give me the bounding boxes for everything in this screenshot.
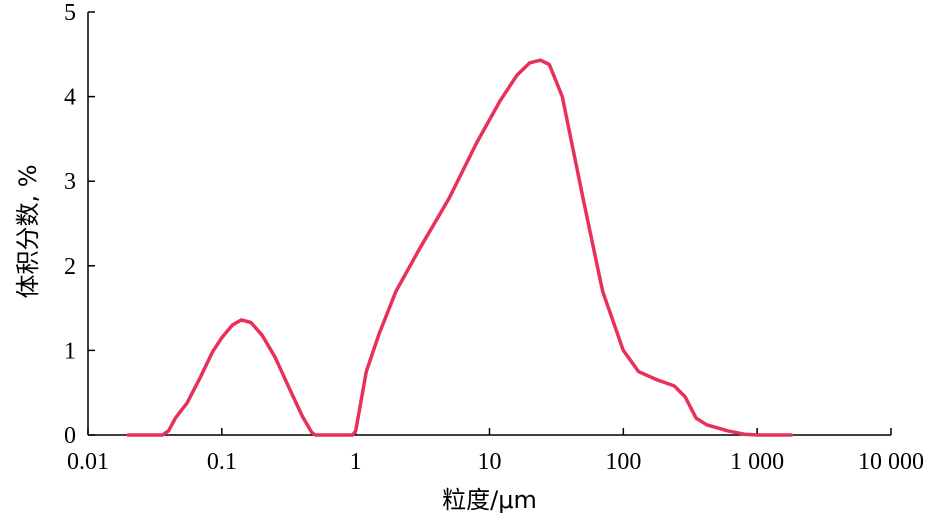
x-tick-label: 10 000	[858, 449, 924, 475]
x-tick-label: 0.01	[67, 449, 109, 475]
x-tick-label: 100	[605, 449, 641, 475]
y-tick-label: 1	[64, 338, 76, 364]
y-tick-label: 0	[64, 423, 76, 449]
y-tick-label: 4	[64, 85, 76, 111]
series-layer	[126, 58, 794, 437]
y-tick-label: 5	[64, 0, 76, 26]
x-tick-label: 10	[478, 449, 502, 475]
y-tick-label: 2	[64, 254, 76, 280]
y-axis-title: 体积分数, %	[14, 164, 42, 298]
x-tick-label: 1	[350, 449, 362, 475]
x-tick-label: 1 000	[730, 449, 784, 475]
y-axis: 0 1 2 3 4 5	[64, 0, 95, 449]
y-tick-label: 3	[64, 169, 76, 195]
x-axis: 0.01 0.1 1 10 100 1 000 10 000	[67, 428, 924, 475]
x-axis-title: 粒度/μm	[442, 486, 537, 514]
distribution-curve	[126, 58, 794, 437]
x-tick-label: 0.1	[207, 449, 237, 475]
